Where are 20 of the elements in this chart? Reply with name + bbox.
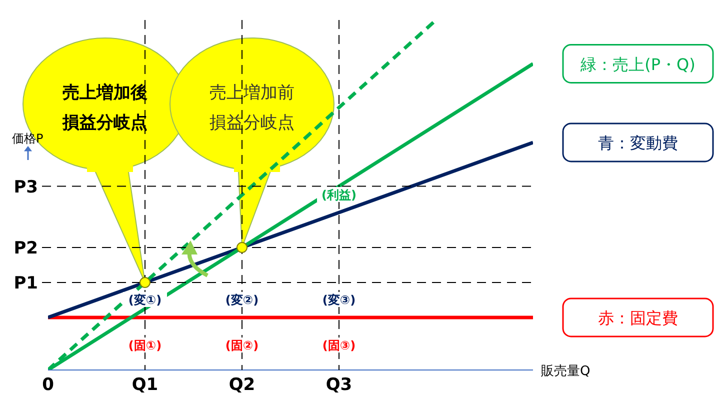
annotation: (固③): [322, 338, 356, 352]
annotation: (固①): [128, 338, 162, 352]
annotation: (利益): [322, 188, 356, 202]
annotation: (固②): [225, 338, 259, 352]
x-axis-title: 販売量Q: [541, 364, 590, 379]
annotation: (変③): [322, 293, 356, 307]
annotation: 売上増加前損益分岐点: [210, 83, 294, 133]
text: 赤：固定費: [598, 308, 678, 328]
ref-line-label: P2: [14, 238, 38, 258]
y-axis-title: 価格P: [12, 132, 44, 146]
text: 緑：売上(P・Q): [580, 54, 696, 74]
annotation: (変②): [225, 293, 259, 307]
x-tick-label: Q3: [326, 375, 352, 396]
text: 青：変動費: [598, 134, 678, 152]
x-tick-label: Q1: [132, 375, 158, 396]
ref-line-label: P3: [14, 177, 38, 198]
ref-line-label: P1: [14, 274, 38, 294]
x-tick-label: Q2: [228, 375, 256, 396]
annotation: (変①): [128, 293, 162, 307]
x-tick-label: 0: [42, 375, 54, 396]
